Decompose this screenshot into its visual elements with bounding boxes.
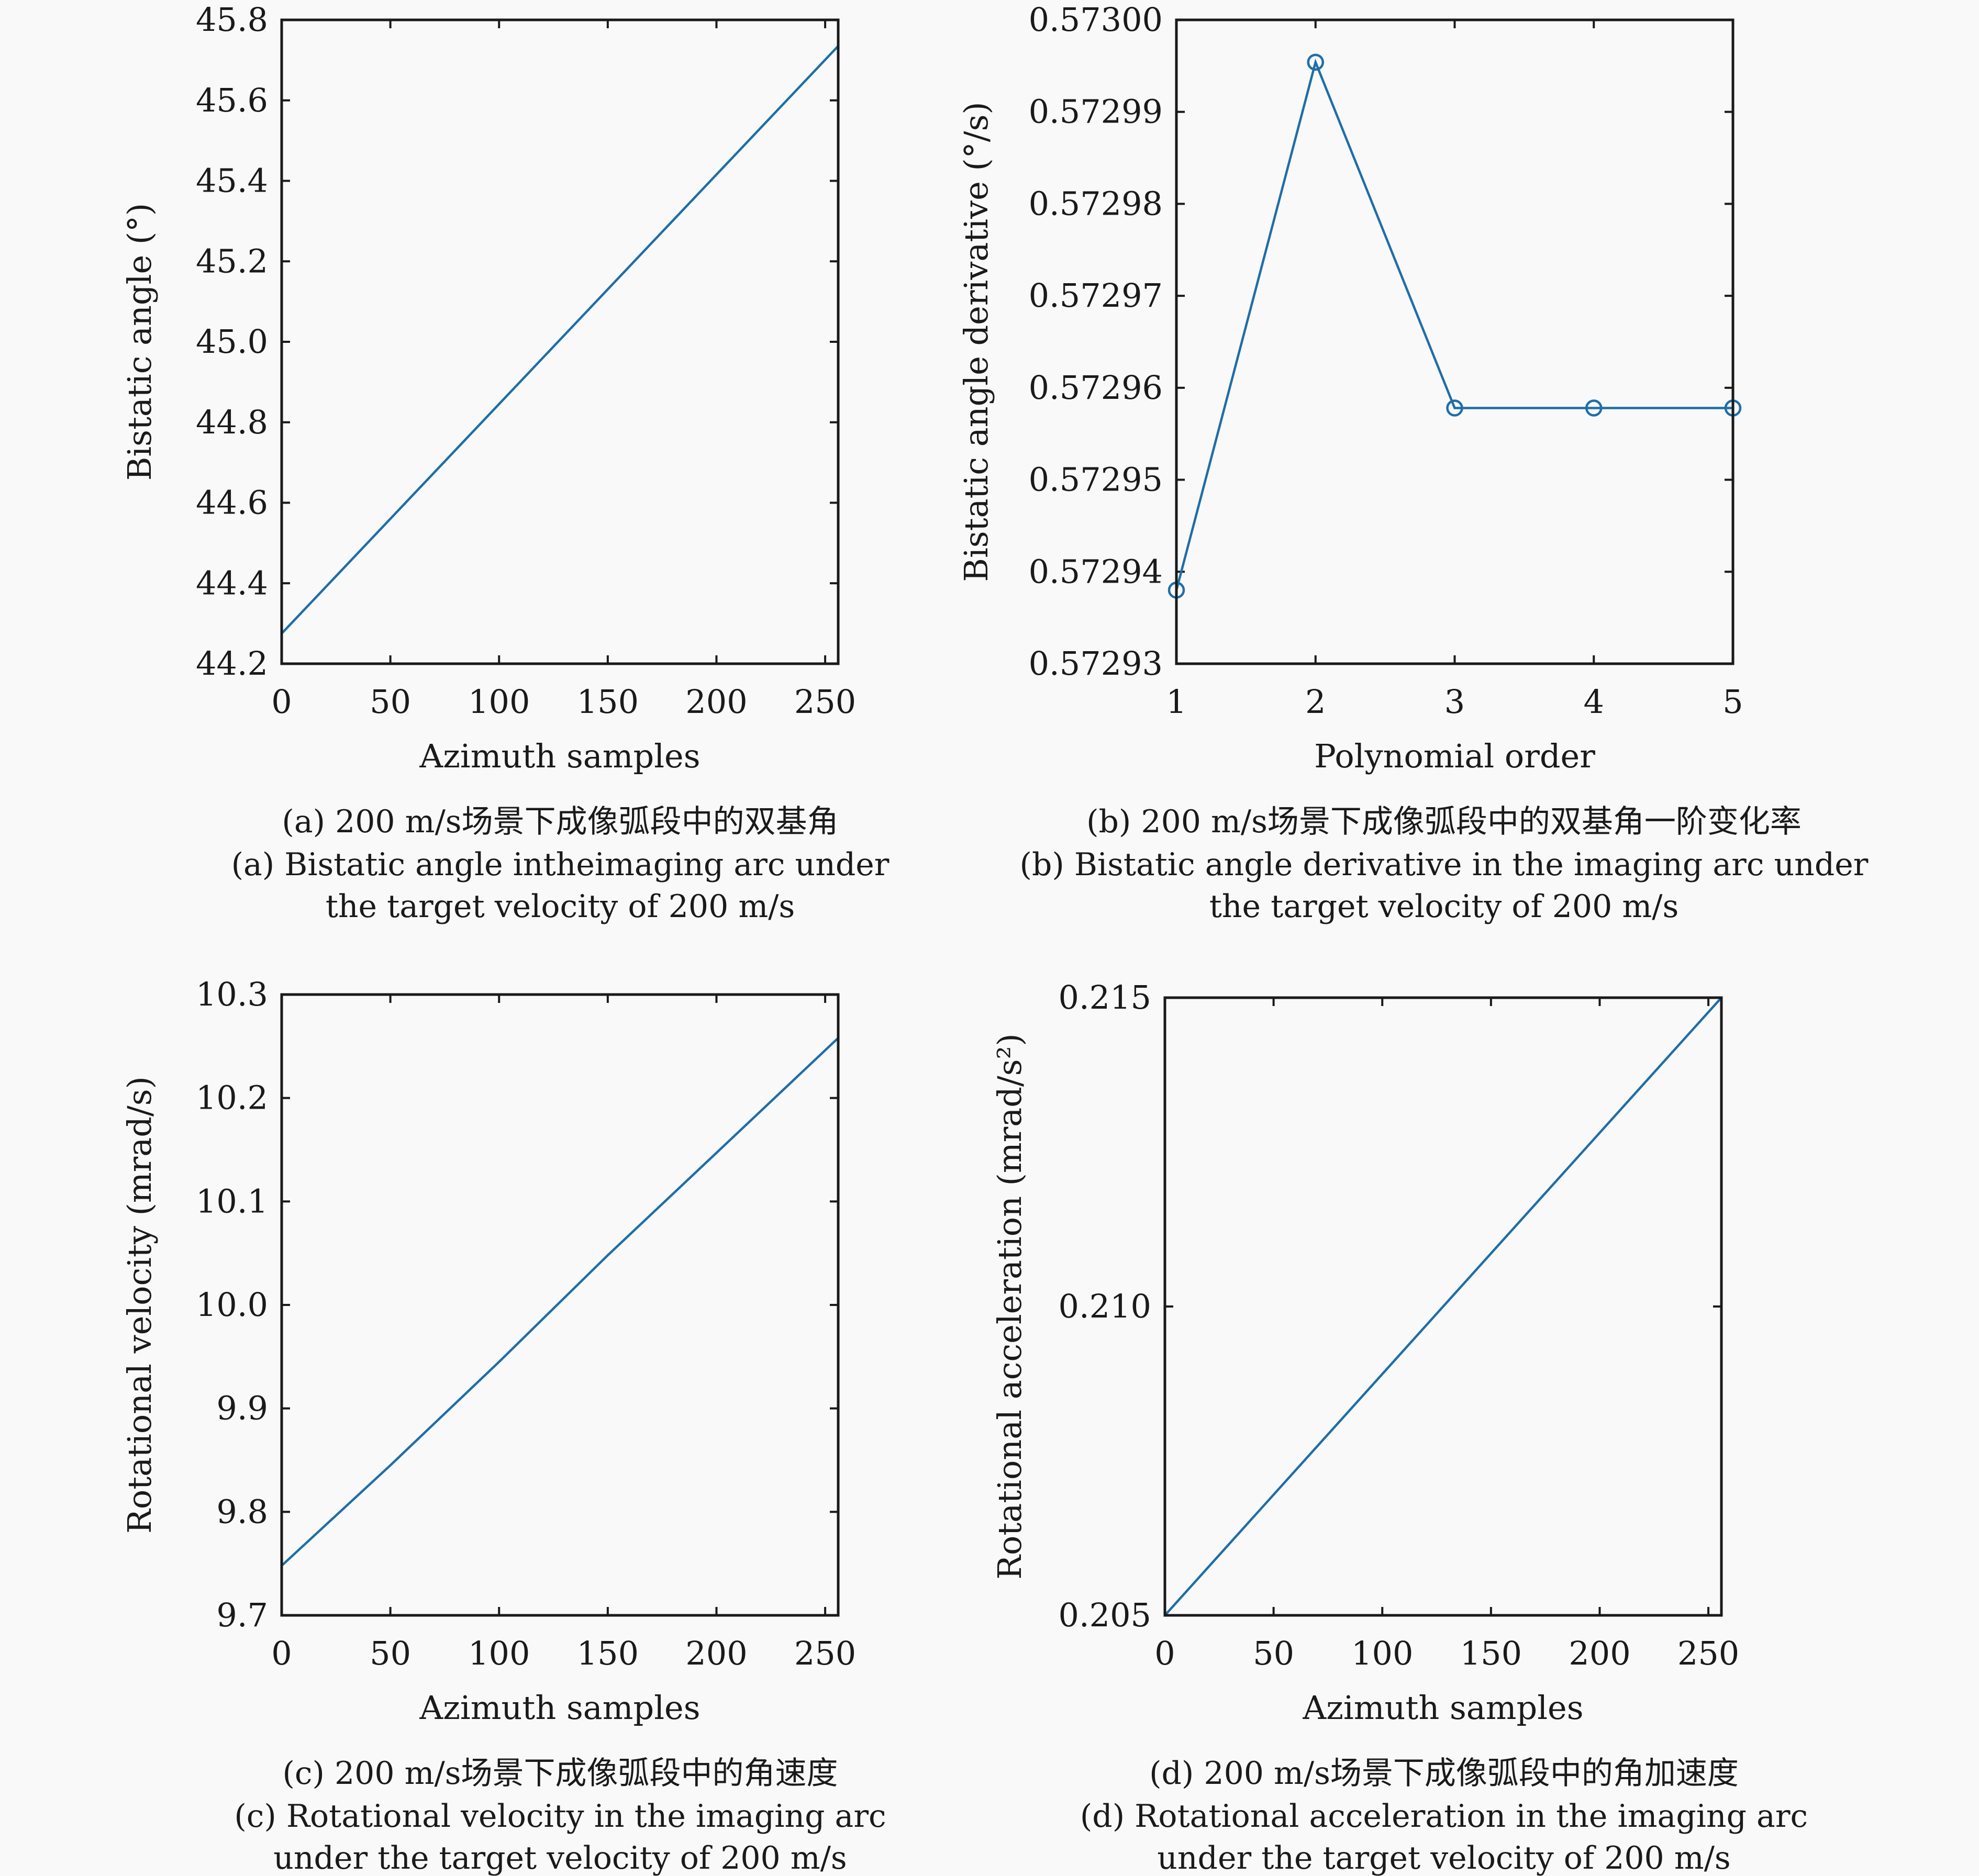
y-tick-label: 9.8 [216, 1492, 268, 1531]
x-tick-label: 0 [271, 1634, 292, 1672]
x-tick-label: 150 [577, 1634, 639, 1672]
caption-english-line: (c) Rotational velocity in the imaging a… [234, 1798, 886, 1835]
x-tick-label: 250 [794, 683, 856, 721]
y-tick-label: 9.7 [216, 1596, 268, 1634]
y-axis-label: Rotational acceleration (mrad/s²) [991, 1033, 1029, 1579]
y-axis-label: Rotational velocity (mrad/s) [120, 1076, 159, 1534]
x-tick-label: 0 [1154, 1634, 1175, 1672]
y-tick-label: 44.6 [196, 484, 268, 522]
series-line [1164, 997, 1722, 1616]
y-tick-label: 45.0 [196, 322, 268, 361]
y-tick-label: 9.9 [216, 1389, 268, 1427]
y-tick-label: 0.215 [1059, 978, 1152, 1017]
y-tick-label: 10.2 [196, 1079, 268, 1117]
y-tick-label: 10.0 [196, 1286, 268, 1324]
y-tick-label: 0.57295 [1029, 461, 1163, 499]
y-tick-label: 45.2 [196, 242, 268, 280]
caption-chinese: (b) 200 m/s场景下成像弧段中的双基角一阶变化率 [1086, 803, 1802, 840]
y-tick-label: 0.57299 [1029, 93, 1163, 131]
y-tick-label: 44.2 [196, 644, 268, 683]
x-tick-label: 200 [1569, 1634, 1630, 1672]
y-tick-label: 0.57294 [1029, 552, 1163, 590]
y-axis-label: Bistatic angle derivative (°/s) [957, 102, 995, 582]
chart-panel-a: 44.2 44.4 44.6 44.8 45.0 45.2 45.4 45.6 45.8 0 50 1… [120, 1, 890, 925]
x-tick-label: 250 [1677, 1634, 1739, 1672]
x-tick-label: 50 [370, 1634, 411, 1672]
y-tick-label: 0.205 [1059, 1596, 1152, 1634]
x-axis-label: Azimuth samples [419, 737, 700, 775]
y-axis-label: Bistatic angle (°) [120, 203, 159, 481]
caption-chinese: (c) 200 m/s场景下成像弧段中的角速度 [283, 1755, 838, 1792]
caption-english-line: (b) Bistatic angle derivative in the ima… [1020, 846, 1869, 883]
series-line [1175, 58, 1733, 591]
caption-english-line: (a) Bistatic angle intheimaging arc unde… [231, 846, 890, 883]
chart-panel-b: 0.57293 0.57294 0.57295 0.57296 0.57297 0.572… [957, 1, 1869, 925]
plot-frame [1175, 18, 1735, 665]
y-tick-label: 0.57293 [1029, 644, 1163, 683]
y-tick-label: 44.4 [196, 564, 268, 602]
x-axis-label: Azimuth samples [1302, 1689, 1583, 1727]
series-line [281, 45, 839, 634]
y-tick-label: 45.8 [196, 1, 268, 39]
x-axis-label: Azimuth samples [419, 1689, 700, 1727]
x-tick-label: 50 [1253, 1634, 1294, 1672]
x-tick-label: 100 [468, 1634, 530, 1672]
x-tick-label: 250 [794, 1634, 856, 1672]
caption-english-line: under the target velocity of 200 m/s [273, 1840, 847, 1876]
y-tick-label: 0.57296 [1029, 368, 1163, 407]
caption-english-line: (d) Rotational acceleration in the imagi… [1080, 1798, 1808, 1835]
x-tick-label: 4 [1584, 683, 1604, 721]
caption-chinese: (d) 200 m/s场景下成像弧段中的角加速度 [1149, 1755, 1739, 1792]
series-line [281, 1037, 839, 1567]
x-tick-label: 200 [685, 683, 747, 721]
y-tick-label: 0.57297 [1029, 276, 1163, 315]
x-tick-label: 3 [1444, 683, 1465, 721]
caption-english-line: under the target velocity of 200 m/s [1157, 1840, 1730, 1876]
plot-frame [1163, 996, 1723, 1617]
x-tick-label: 0 [271, 683, 292, 721]
x-tick-label: 5 [1722, 683, 1743, 721]
plot-frame [280, 18, 840, 665]
x-tick-label: 100 [468, 683, 530, 721]
y-tick-label: 10.1 [196, 1182, 268, 1220]
data-point-marker [1585, 399, 1603, 417]
x-tick-label: 150 [577, 683, 639, 721]
x-axis-label: Polynomial order [1314, 737, 1595, 775]
y-tick-label: 45.6 [196, 81, 268, 119]
x-tick-label: 2 [1305, 683, 1326, 721]
caption-english-line: the target velocity of 200 m/s [326, 888, 795, 925]
y-tick-label: 44.8 [196, 403, 268, 441]
chart-panel-c: 9.7 9.8 9.9 10.0 10.1 10.2 10.3 0 50 100 150 200 250… [120, 975, 886, 1876]
x-tick-label: 50 [370, 683, 411, 721]
caption-english-line: the target velocity of 200 m/s [1209, 888, 1678, 925]
plot-frame [280, 993, 840, 1617]
x-tick-label: 1 [1166, 683, 1186, 721]
y-tick-label: 45.4 [196, 162, 268, 200]
y-tick-label: 10.3 [196, 975, 268, 1013]
y-tick-label: 0.57300 [1029, 1, 1163, 39]
y-tick-label: 0.210 [1059, 1287, 1152, 1325]
data-point-marker [1307, 53, 1324, 71]
x-tick-label: 100 [1351, 1634, 1413, 1672]
chart-panel-d: 0.205 0.210 0.215 0 50 100 150 200 250 Azimuth sa… [991, 978, 1808, 1876]
caption-chinese: (a) 200 m/s场景下成像弧段中的双基角 [282, 803, 838, 840]
data-point-marker [1446, 399, 1463, 417]
y-tick-label: 0.57298 [1029, 184, 1163, 222]
x-tick-label: 200 [685, 1634, 747, 1672]
x-tick-label: 150 [1460, 1634, 1522, 1672]
